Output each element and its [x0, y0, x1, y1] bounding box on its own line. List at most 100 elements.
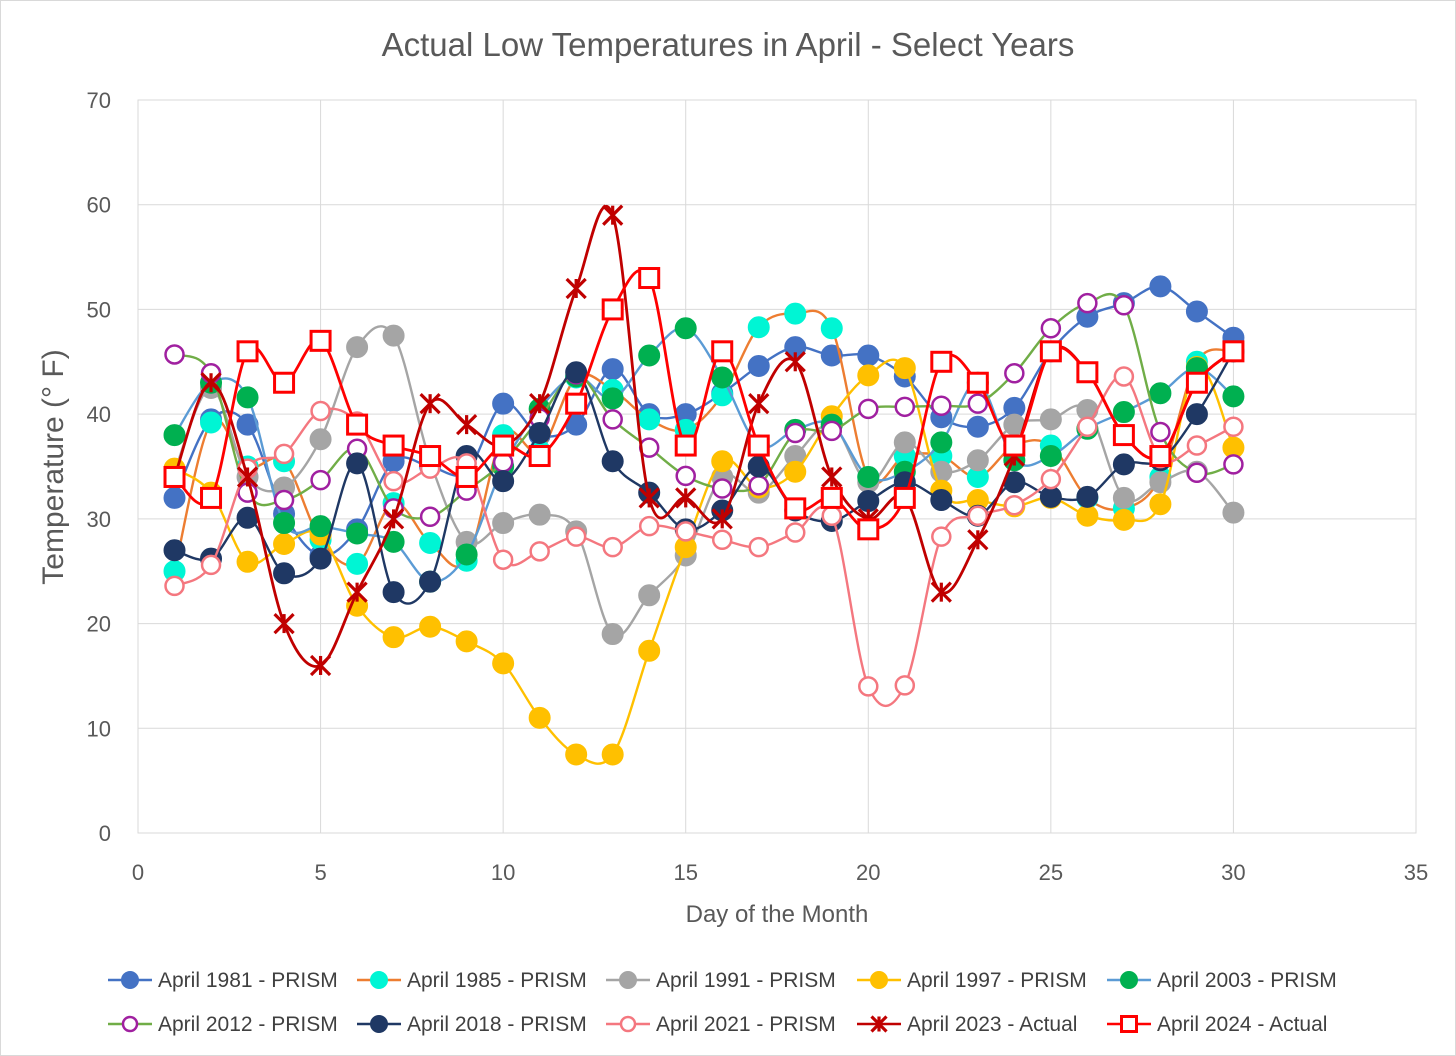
legend-item: April 2018 - PRISM: [357, 1013, 587, 1036]
data-point: [419, 393, 441, 415]
data-point: [273, 443, 295, 465]
legend-item: April 2024 - Actual: [1107, 1013, 1327, 1036]
data-point: [1112, 401, 1135, 424]
data-point: [821, 420, 843, 442]
data-point: [200, 486, 223, 509]
legend-item: April 1981 - PRISM: [108, 969, 338, 992]
legend-marker: [619, 1015, 637, 1033]
legend-label: April 1991 - PRISM: [656, 969, 836, 992]
data-point: [163, 486, 186, 509]
data-point: [1112, 486, 1135, 509]
data-point: [966, 371, 989, 394]
data-point: [200, 554, 222, 576]
data-point: [164, 344, 185, 365]
data-point: [857, 465, 880, 488]
x-axis-title: Day of the Month: [686, 901, 869, 928]
data-point: [1186, 462, 1208, 484]
data-point: [1150, 421, 1171, 443]
y-tick-label: 60: [87, 193, 111, 218]
x-tick-label: 30: [1221, 860, 1245, 885]
data-point: [747, 316, 770, 339]
data-point: [1149, 445, 1172, 468]
data-point: [601, 358, 624, 381]
data-point: [236, 413, 259, 436]
data-point: [747, 434, 770, 457]
data-point: [857, 364, 880, 387]
data-point: [492, 392, 515, 415]
data-point: [638, 487, 660, 509]
data-point: [601, 623, 624, 646]
data-point: [820, 486, 843, 509]
series-line: [174, 350, 1235, 605]
data-point: [346, 336, 369, 359]
data-point: [857, 344, 880, 367]
data-point: [711, 478, 733, 499]
data-point: [821, 466, 843, 488]
data-point: [1149, 382, 1172, 405]
data-point: [1223, 454, 1244, 475]
data-point: [894, 675, 916, 696]
legend-label: April 2003 - PRISM: [1157, 969, 1337, 992]
data-point: [858, 676, 879, 697]
y-tick-label: 50: [87, 297, 111, 322]
data-point: [419, 445, 442, 468]
chart-title: Actual Low Temperatures in April - Selec…: [382, 26, 1075, 63]
legend-label: April 1985 - PRISM: [407, 969, 587, 992]
legend-label: April 2012 - PRISM: [158, 1013, 338, 1036]
data-point: [638, 515, 660, 537]
legend-label: April 2021 - PRISM: [656, 1013, 836, 1036]
data-point: [346, 581, 368, 603]
series-9: [163, 267, 1245, 541]
data-point: [565, 277, 587, 300]
y-tick-label: 30: [87, 507, 111, 532]
data-point: [601, 387, 624, 410]
data-point: [382, 626, 405, 649]
data-point: [1185, 403, 1208, 426]
data-point: [383, 470, 404, 492]
data-point: [1222, 385, 1245, 408]
data-point: [419, 615, 442, 638]
data-point: [1185, 300, 1208, 323]
data-point: [310, 469, 331, 491]
data-point: [492, 434, 515, 457]
data-point: [602, 536, 623, 558]
data-point: [1222, 340, 1245, 363]
x-tick-label: 15: [673, 860, 697, 885]
data-point: [200, 411, 223, 434]
data-point: [1113, 294, 1135, 316]
data-point: [675, 465, 696, 487]
data-point: [638, 267, 661, 290]
data-point: [565, 361, 588, 384]
series-5: [164, 292, 1244, 528]
data-point: [1040, 318, 1062, 339]
data-point: [236, 386, 259, 409]
series-line: [173, 309, 1234, 572]
legend: April 1981 - PRISM April 1985 - PRISM Apri…: [108, 969, 1337, 1036]
data-point: [638, 408, 661, 431]
legend-item: April 1985 - PRISM: [357, 969, 587, 992]
data-point: [857, 490, 880, 513]
data-point: [858, 398, 879, 420]
plot-area: [137, 99, 1417, 834]
data-point: [419, 531, 442, 554]
legend-marker: [619, 971, 637, 989]
legend-marker: [870, 1015, 888, 1033]
legend-label: April 2024 - Actual: [1157, 1013, 1327, 1036]
data-point: [601, 298, 624, 321]
data-point: [748, 393, 770, 415]
data-point: [601, 450, 624, 473]
data-point: [346, 413, 369, 436]
data-point: [931, 526, 952, 547]
data-point: [163, 465, 186, 488]
data-point: [931, 395, 952, 417]
data-point: [492, 470, 515, 493]
data-point: [1076, 485, 1099, 508]
data-point: [1039, 340, 1062, 363]
data-point: [747, 354, 770, 377]
y-tick-label: 70: [87, 88, 111, 113]
data-point: [894, 396, 916, 418]
legend-marker: [870, 971, 888, 989]
data-point: [528, 706, 551, 729]
data-point: [1149, 275, 1172, 298]
